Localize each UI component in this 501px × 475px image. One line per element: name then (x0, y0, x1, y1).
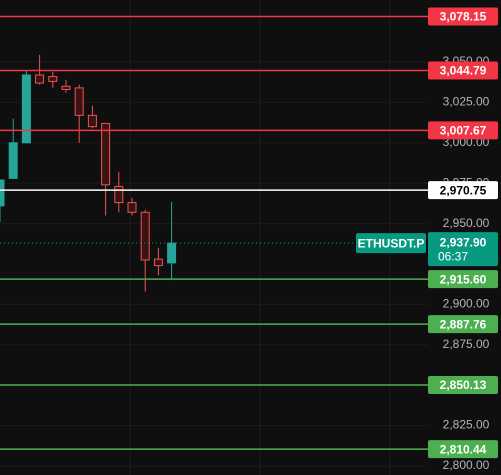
candle-body (114, 185, 124, 204)
level-label-box (428, 440, 498, 459)
y-tick-label: 2,875.00 (443, 337, 490, 351)
candle-body (35, 74, 45, 84)
candle-body (74, 87, 84, 116)
candle-body (0, 179, 5, 207)
y-tick-label: 2,950.00 (443, 216, 490, 230)
level-label-box (428, 61, 498, 80)
candle-body (87, 114, 97, 128)
y-tick-label: 2,900.00 (443, 297, 490, 311)
level-label-box (428, 121, 498, 140)
level-label: 2,970.75 (440, 183, 487, 197)
candle-body (48, 76, 58, 82)
candle-body (167, 242, 177, 264)
level-label: 3,007.67 (440, 124, 487, 138)
level-label: 2,915.60 (440, 272, 487, 286)
level-label-box (428, 7, 498, 26)
candle-body (8, 142, 18, 179)
y-tick-label: 2,825.00 (443, 418, 490, 432)
level-label: 2,850.13 (440, 378, 487, 392)
current-price-label: 2,937.90 (440, 235, 487, 249)
symbol-label: ETHUSDT.P (358, 236, 425, 250)
symbol-box (356, 233, 426, 254)
level-label-box (428, 375, 498, 394)
candle-body (127, 202, 137, 213)
level-label-box (428, 181, 498, 200)
level-label: 2,887.76 (440, 317, 487, 331)
candle-body (61, 85, 71, 91)
price-box (428, 232, 498, 267)
countdown-timer: 06:37 (438, 249, 468, 263)
level-label: 2,810.44 (440, 442, 487, 456)
level-label-box (428, 315, 498, 334)
y-tick-label: 2,800.00 (443, 458, 490, 472)
candle-body (21, 74, 31, 144)
candle-body (140, 211, 150, 261)
level-label: 3,078.15 (440, 10, 487, 24)
y-tick-label: 3,025.00 (443, 95, 490, 109)
candle-body (101, 122, 111, 186)
candle-body (153, 258, 163, 267)
level-label: 3,044.79 (440, 64, 487, 78)
level-label-box (428, 270, 498, 289)
